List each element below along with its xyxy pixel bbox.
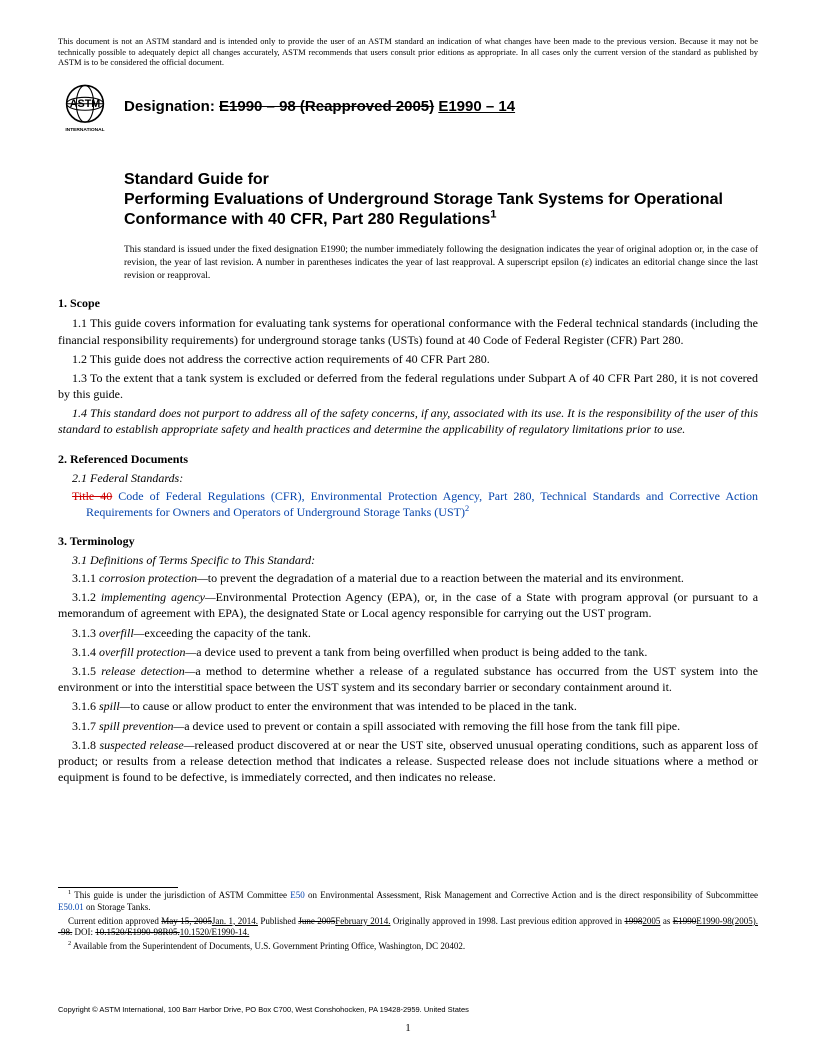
issuance-note: This standard is issued under the fixed … bbox=[124, 244, 758, 282]
designation-line: Designation: E1990 – 98 (Reapproved 2005… bbox=[124, 98, 515, 115]
def-3-1-1: 3.1.1 corrosion protection—to prevent th… bbox=[58, 570, 758, 586]
footnote-separator bbox=[58, 887, 178, 888]
def-3-1-2: 3.1.2 implementing agency—Environmental … bbox=[58, 589, 758, 621]
def-3-1-4: 3.1.4 overfill protection—a device used … bbox=[58, 644, 758, 660]
terms-sub: 3.1 Definitions of Terms Specific to Thi… bbox=[58, 553, 758, 568]
title-main: Performing Evaluations of Underground St… bbox=[124, 190, 758, 230]
designation-old: E1990 – 98 (Reapproved 2005) bbox=[219, 98, 434, 115]
copyright-line: Copyright © ASTM International, 100 Barr… bbox=[58, 1005, 469, 1014]
refs-link: Title 40 Code of Federal Regulations (CF… bbox=[58, 488, 758, 520]
scope-1-2: 1.2 This guide does not address the corr… bbox=[58, 351, 758, 367]
page-number: 1 bbox=[405, 1022, 411, 1034]
def-3-1-6: 3.1.6 spill—to cause or allow product to… bbox=[58, 698, 758, 714]
def-3-1-8: 3.1.8 suspected release—released product… bbox=[58, 737, 758, 786]
scope-heading: 1. Scope bbox=[58, 296, 758, 311]
def-3-1-3: 3.1.3 overfill—exceeding the capacity of… bbox=[58, 625, 758, 641]
terms-heading: 3. Terminology bbox=[58, 534, 758, 549]
refs-heading: 2. Referenced Documents bbox=[58, 452, 758, 467]
footnote-edition: Current edition approved May 15, 2005Jan… bbox=[58, 916, 758, 939]
designation-new: E1990 – 14 bbox=[438, 98, 515, 115]
title-block: Standard Guide for Performing Evaluation… bbox=[124, 170, 758, 282]
scope-1-4: 1.4 This standard does not purport to ad… bbox=[58, 405, 758, 437]
svg-text:INTERNATIONAL: INTERNATIONAL bbox=[65, 127, 104, 133]
title40-strike: Title 40 bbox=[72, 489, 112, 503]
refs-sub: 2.1 Federal Standards: bbox=[58, 471, 758, 486]
svg-text:ASTM: ASTM bbox=[70, 98, 101, 110]
cfr-link[interactable]: Code of Federal Regulations (CFR), Envir… bbox=[86, 489, 758, 519]
subcommittee-link[interactable]: E50.01 bbox=[58, 902, 84, 912]
title-prefix: Standard Guide for bbox=[124, 170, 758, 190]
scope-1-3: 1.3 To the extent that a tank system is … bbox=[58, 370, 758, 402]
committee-link[interactable]: E50 bbox=[290, 890, 305, 900]
scope-1-1: 1.1 This guide covers information for ev… bbox=[58, 315, 758, 347]
designation-label: Designation: bbox=[124, 98, 215, 115]
def-3-1-5: 3.1.5 release detection—a method to dete… bbox=[58, 663, 758, 695]
footnote-1: 1 This guide is under the jurisdiction o… bbox=[58, 890, 758, 913]
header-row: ASTM INTERNATIONAL Designation: E1990 – … bbox=[58, 80, 758, 134]
footnote-2: 2 Available from the Superintendent of D… bbox=[58, 941, 758, 953]
astm-logo: ASTM INTERNATIONAL bbox=[58, 80, 112, 134]
disclaimer-text: This document is not an ASTM standard an… bbox=[58, 36, 758, 68]
def-3-1-7: 3.1.7 spill prevention—a device used to … bbox=[58, 718, 758, 734]
